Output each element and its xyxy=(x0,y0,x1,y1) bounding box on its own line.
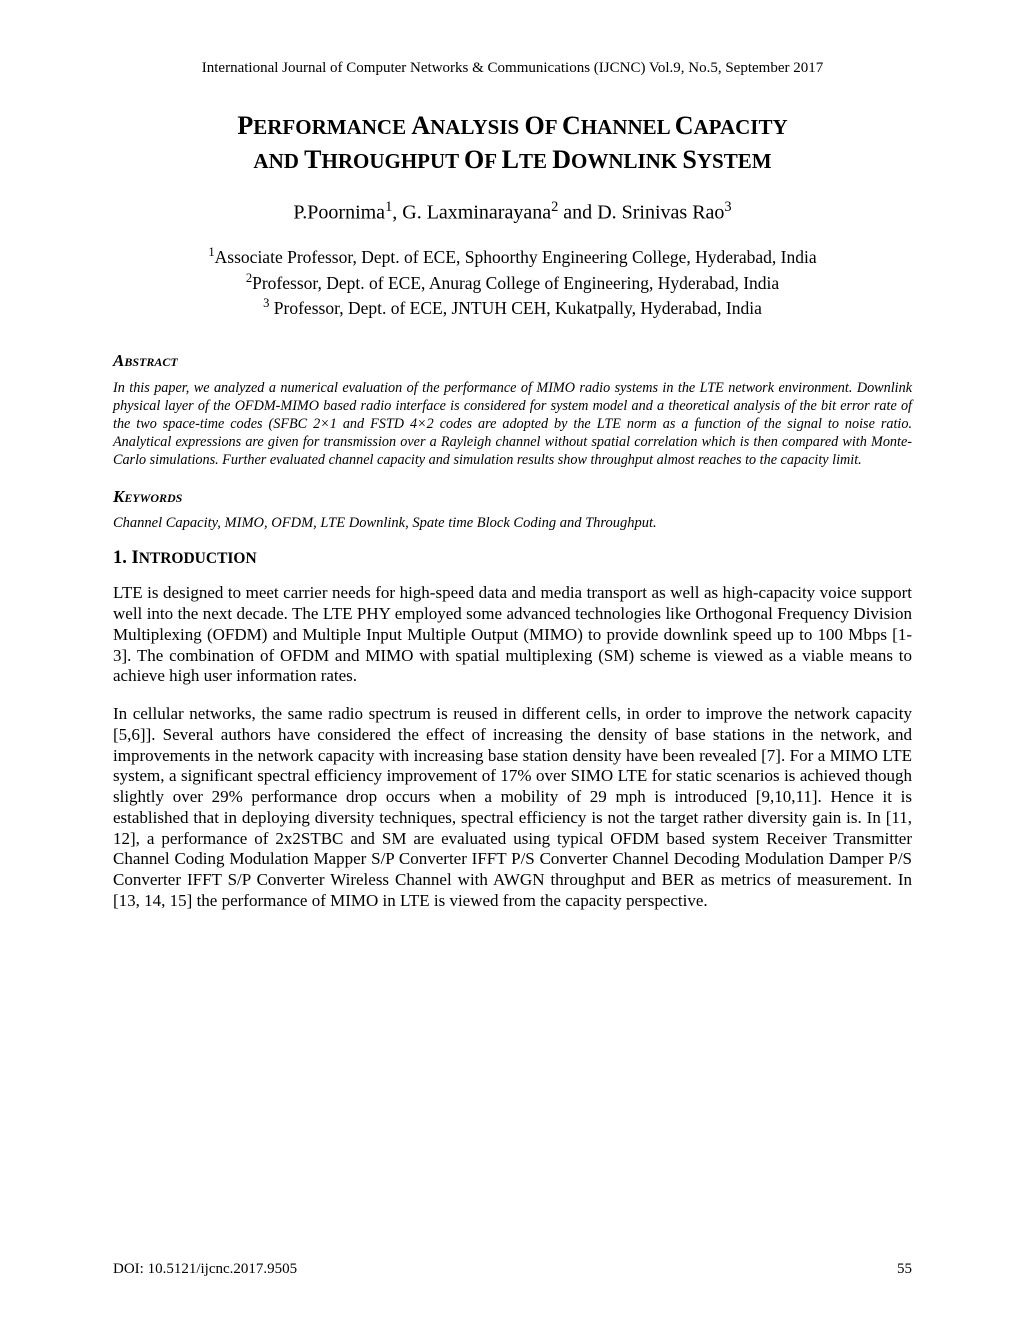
abstract-label: Abstract xyxy=(113,351,912,371)
t2p4: L xyxy=(502,145,519,174)
paper-title: PERFORMANCE ANALYSIS OF CHANNEL CAPACITY… xyxy=(113,109,912,177)
t2w2: HROUGHPUT xyxy=(322,149,465,173)
t1w4: HANNEL xyxy=(581,115,675,139)
author-sep-1: , xyxy=(392,201,402,223)
t1w2: NALYSIS xyxy=(430,115,524,139)
t2w5: OWNLINK xyxy=(571,149,682,173)
title-line-1: PERFORMANCE ANALYSIS OF CHANNEL CAPACITY xyxy=(237,111,787,140)
page-number: 55 xyxy=(897,1261,912,1278)
title-line-2: AND THROUGHPUT OF LTE DOWNLINK SYSTEM xyxy=(253,145,771,174)
t1p4: C xyxy=(562,111,581,140)
keywords-label: Keywords xyxy=(113,487,912,507)
heading-num: 1. xyxy=(113,548,132,568)
t1p1: P xyxy=(237,111,253,140)
t2p2: T xyxy=(304,145,321,174)
paragraph-1: LTE is designed to meet carrier needs fo… xyxy=(113,583,912,687)
aff-2: Professor, Dept. of ECE, Anurag College … xyxy=(252,273,779,293)
author-1: P.Poornima xyxy=(293,201,385,223)
t2p3: O xyxy=(464,145,484,174)
paragraph-2: In cellular networks, the same radio spe… xyxy=(113,704,912,911)
heading-word-pre: I xyxy=(132,548,139,568)
t2p5: D xyxy=(552,145,571,174)
author-3: D. Srinivas Rao xyxy=(597,201,724,223)
t2p6: S xyxy=(682,145,696,174)
t1p3: O xyxy=(524,111,544,140)
t2w6: YSTEM xyxy=(697,149,772,173)
t1w5: APACITY xyxy=(694,115,788,139)
t1w3: F xyxy=(545,115,562,139)
t2w4: TE xyxy=(519,149,552,173)
heading-word: NTRODUCTION xyxy=(139,550,257,567)
t1p5: C xyxy=(675,111,694,140)
affiliations: 1Associate Professor, Dept. of ECE, Spho… xyxy=(113,244,912,320)
author-3-sup: 3 xyxy=(724,199,731,215)
aff-1: Associate Professor, Dept. of ECE, Sphoo… xyxy=(215,247,817,267)
keywords-body: Channel Capacity, MIMO, OFDM, LTE Downli… xyxy=(113,515,912,532)
t1w1: ERFORMANCE xyxy=(253,115,411,139)
journal-header: International Journal of Computer Networ… xyxy=(113,60,912,77)
authors-line: P.Poornima1, G. Laxminarayana2 and D. Sr… xyxy=(113,199,912,225)
aff-3: Professor, Dept. of ECE, JNTUH CEH, Kuka… xyxy=(269,298,761,318)
abstract-body: In this paper, we analyzed a numerical e… xyxy=(113,379,912,470)
author-sep-2: and xyxy=(558,201,597,223)
heading-introduction: 1. INTRODUCTION xyxy=(113,548,912,569)
doi: DOI: 10.5121/ijcnc.2017.9505 xyxy=(113,1261,297,1278)
author-2: G. Laxminarayana xyxy=(402,201,551,223)
t2w1: AND xyxy=(253,149,304,173)
t2w3: F xyxy=(484,149,501,173)
t1p2: A xyxy=(411,111,430,140)
